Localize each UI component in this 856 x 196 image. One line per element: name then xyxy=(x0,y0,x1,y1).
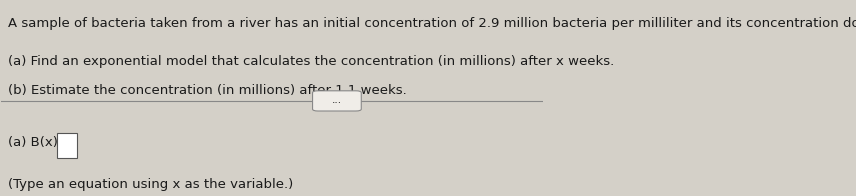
Text: (Type an equation using x as the variable.): (Type an equation using x as the variabl… xyxy=(8,178,293,191)
FancyBboxPatch shape xyxy=(312,91,361,111)
Text: A sample of bacteria taken from a river has an initial concentration of 2.9 mill: A sample of bacteria taken from a river … xyxy=(8,17,856,30)
Text: ...: ... xyxy=(332,95,342,105)
Text: (b) Estimate the concentration (in millions) after 1.1 weeks.: (b) Estimate the concentration (in milli… xyxy=(8,84,407,97)
Text: (a) Find an exponential model that calculates the concentration (in millions) af: (a) Find an exponential model that calcu… xyxy=(8,55,614,68)
FancyBboxPatch shape xyxy=(57,133,76,159)
Text: (a) B(x) =: (a) B(x) = xyxy=(8,136,73,149)
